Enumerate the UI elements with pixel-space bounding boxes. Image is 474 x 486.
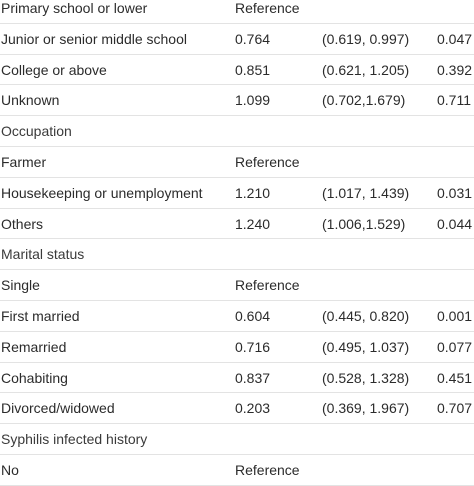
row-label: No [1,461,19,478]
odds-ratio: 0.203 [235,400,271,417]
section-label: Marital status [1,246,85,263]
row-label: Others [1,215,44,232]
row-label: Divorced/widowed [1,400,115,417]
odds-ratio: 1.210 [235,184,271,201]
row-label: Primary school or lower [1,0,148,16]
odds-ratio: 0.604 [235,307,271,324]
p-value: 0.031 [437,184,473,201]
odds-ratio: Reference [235,461,300,478]
confidence-interval: (0.445, 0.820) [322,307,410,324]
table-row: Divorced/widowed 0.203 (0.369, 1.967) 0.… [0,393,474,425]
p-value: 0.047 [437,30,473,47]
table-row: Others 1.240 (1.006,1.529) 0.044 [0,209,474,240]
p-value: 0.711 [437,92,471,109]
p-value: 0.044 [437,215,473,232]
row-label: Unknown [1,92,60,109]
table-row: First married 0.604 (0.445, 0.820) 0.001 [0,301,474,332]
odds-ratio: Reference [235,0,300,16]
p-value: 0.707 [437,400,473,417]
table-row: Junior or senior middle school 0.764 (0.… [0,24,474,55]
odds-ratio: 0.837 [235,369,271,386]
confidence-interval: (0.621, 1.205) [322,61,410,78]
confidence-interval: (0.495, 1.037) [322,338,410,355]
odds-ratio: Reference [235,277,300,294]
row-label: Cohabiting [1,369,68,386]
confidence-interval: (1.006,1.529) [322,215,406,232]
confidence-interval: (0.369, 1.967) [322,400,410,417]
row-label: Farmer [1,153,47,170]
p-value: 0.077 [437,338,473,355]
section-header-row: Occupation [0,116,474,147]
section-label: Occupation [1,123,72,140]
confidence-interval: (0.619, 0.997) [322,30,410,47]
table-row: No Reference [0,455,474,486]
p-value: 0.392 [437,61,473,78]
row-label: Junior or senior middle school [1,30,187,47]
confidence-interval: (0.528, 1.328) [322,369,410,386]
odds-ratio: 0.851 [235,61,271,78]
row-label: First married [1,307,80,324]
confidence-interval: (0.702,1.679) [322,92,406,109]
table-row: Single Reference [0,270,474,301]
confidence-interval: (1.017, 1.439) [322,184,410,201]
row-label: Housekeeping or unemployment [1,184,203,201]
table-row: Housekeeping or unemployment 1.210 (1.01… [0,178,474,209]
table-row: Farmer Reference [0,147,474,178]
row-label: Single [1,277,40,294]
p-value: 0.451 [437,369,473,386]
p-value: 0.001 [437,307,473,324]
odds-ratio: 1.099 [235,92,271,109]
odds-ratio: 0.764 [235,30,271,47]
odds-ratio: 1.240 [235,215,271,232]
table-row: College or above 0.851 (0.621, 1.205) 0.… [0,55,474,86]
odds-ratio: 0.716 [235,338,271,355]
section-header-row: Syphilis infected history [0,424,474,455]
row-label: College or above [1,61,107,78]
table-row: Remarried 0.716 (0.495, 1.037) 0.077 [0,332,474,363]
table-row: Cohabiting 0.837 (0.528, 1.328) 0.451 [0,363,474,394]
odds-ratio: Reference [235,153,300,170]
section-label: Syphilis infected history [1,431,148,448]
section-header-row: Marital status [0,239,474,271]
row-label: Remarried [1,338,67,355]
table-row: Unknown 1.099 (0.702,1.679) 0.711 [0,85,474,117]
table-row: Primary school or lower Reference [0,0,474,24]
